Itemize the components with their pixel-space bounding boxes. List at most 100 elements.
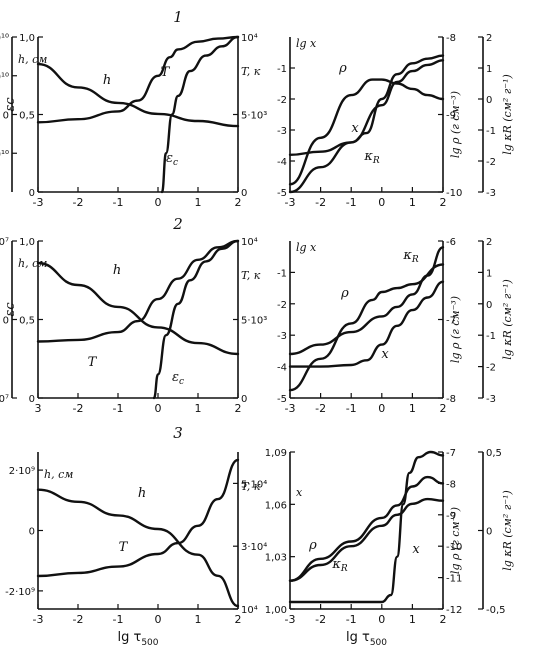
right-tick-label: -10	[446, 542, 462, 553]
series-label: T	[88, 355, 98, 370]
left-tick-label: 5·10⁷	[0, 237, 9, 248]
right-tick-label: 3·10⁴	[241, 542, 267, 553]
left-axis-label: x	[296, 486, 303, 499]
right-tick-label: 2	[486, 237, 492, 248]
right-tick-label: 10⁴	[241, 237, 258, 248]
series-label: h	[113, 263, 121, 278]
right-tick-label: 0	[486, 300, 492, 311]
panel-5: 3 -3 -2 -1 0 1 2 lg τ500 2·10⁹ 0 -2·10⁹ h, см 5·10⁴ 3…	[5, 424, 267, 648]
left-tick-label: 1,09	[265, 448, 287, 459]
right-tick-label: -7	[446, 316, 456, 327]
left-tick-label: 1,00	[265, 605, 287, 616]
x-tick-label: 3	[35, 402, 42, 415]
right-tick-label: -1	[486, 331, 496, 342]
series-label: T	[119, 540, 129, 555]
x-tick-label: -2	[315, 613, 326, 626]
left-tick-label: 0	[3, 111, 9, 122]
series-label: εc	[166, 151, 178, 168]
left-tick-label: 1,06	[265, 500, 287, 511]
left-tick-label: -5	[277, 188, 287, 199]
series-label: x	[381, 347, 389, 362]
x-tick-label: 1	[409, 613, 416, 626]
x-tick-label: -3	[33, 613, 44, 626]
x-tick-label: 2	[440, 402, 447, 415]
x-tick-label: 2	[235, 613, 242, 626]
series-label: ρ	[308, 538, 317, 553]
series-label: h	[138, 486, 146, 501]
x-tick-label: -1	[346, 196, 357, 209]
left-axis-label: h, см	[18, 257, 47, 270]
right-axis-label: lg κR (см² г⁻¹)	[501, 74, 514, 155]
right-tick-label: 0,5	[486, 448, 502, 459]
x-tick-label: 1	[409, 402, 416, 415]
right-tick-label: 0	[486, 527, 492, 538]
right-tick-label: -6	[446, 237, 456, 248]
right-tick-label: 5·10⁴	[241, 479, 267, 490]
right-tick-label: -10	[446, 188, 462, 199]
right-tick-label: -8	[446, 394, 456, 405]
right-axis-label: T, к	[241, 65, 261, 78]
left-tick-label: 1,0	[19, 33, 35, 44]
x-tick-label: 2	[440, 196, 447, 209]
series-label: κR	[363, 149, 380, 166]
right-tick-label: -8	[446, 479, 456, 490]
right-tick-label: -7	[446, 448, 456, 459]
x-tick-label: 0	[155, 613, 162, 626]
x-tick-label: 0	[378, 196, 385, 209]
right-tick-label: 5·10³	[241, 111, 267, 122]
series-label: ρ	[338, 61, 347, 76]
left-tick-label: 0	[3, 316, 9, 327]
left-axis-label: εc	[3, 302, 18, 317]
x-tick-label: 0	[378, 613, 385, 626]
panel-6: -3 -2 -1 0 1 2lg τ5001,091,061,031,00x-7-8-9-…	[265, 448, 514, 648]
x-tick-label: -3	[33, 196, 44, 209]
left-tick-label: 0	[29, 527, 35, 538]
left-axis-label: lg x	[296, 241, 317, 254]
x-tick-label: -3	[285, 613, 296, 626]
x-tick-label: 1	[195, 402, 202, 415]
right-axis-label: lg ρ (г см⁻³)	[449, 91, 462, 158]
panel-number: 1	[173, 8, 183, 26]
x-tick-label: -2	[315, 196, 326, 209]
right-tick-label: -3	[486, 188, 496, 199]
right-tick-label: -9	[446, 111, 456, 122]
left-axis-label: h, см	[44, 468, 73, 481]
right-axis-label: T, к	[241, 480, 261, 493]
right-axis-label: lg κR (см² г⁻¹)	[501, 490, 514, 571]
x-tick-label: -2	[73, 196, 84, 209]
panel-number: 2	[172, 215, 183, 233]
left-tick-label: -1	[277, 64, 287, 75]
series-line-T	[36, 35, 240, 124]
panel-4: -3 -2 -1 0 1 2 -1 -2 -3 -4 -5 lg x -6 -7 -8 lg ρ (г см⁻…	[277, 237, 514, 415]
series-line-T	[36, 458, 240, 578]
x-tick-label: 0	[155, 196, 162, 209]
series-line-h	[36, 488, 240, 608]
right-tick-label: -3	[486, 394, 496, 405]
right-tick-label: 5·10³	[241, 316, 267, 327]
x-tick-label: 2	[235, 196, 242, 209]
x-tick-label: -2	[73, 402, 84, 415]
right-tick-label: -0,5	[486, 605, 506, 616]
series-label: κR	[331, 557, 348, 574]
right-tick-label: -2	[486, 363, 496, 374]
x-tick-label: -2	[315, 402, 326, 415]
left-tick-label: -1	[277, 268, 287, 279]
series-label: εc	[172, 370, 184, 387]
left-tick-label: -4	[277, 363, 287, 374]
series-label: x	[351, 121, 359, 136]
x-tick-label: -1	[113, 402, 124, 415]
series-label: T	[161, 65, 171, 80]
x-tick-label: 2	[235, 402, 242, 415]
right-tick-label: -11	[446, 574, 462, 585]
right-tick-label: 10⁴	[241, 605, 258, 616]
x-tick-label: 1	[195, 196, 202, 209]
series-label: ρ	[340, 286, 349, 301]
series-line-T	[36, 239, 240, 343]
series-line-ρ	[288, 475, 445, 582]
x-tick-label: 1	[195, 613, 202, 626]
x-tick-label: -1	[346, 613, 357, 626]
